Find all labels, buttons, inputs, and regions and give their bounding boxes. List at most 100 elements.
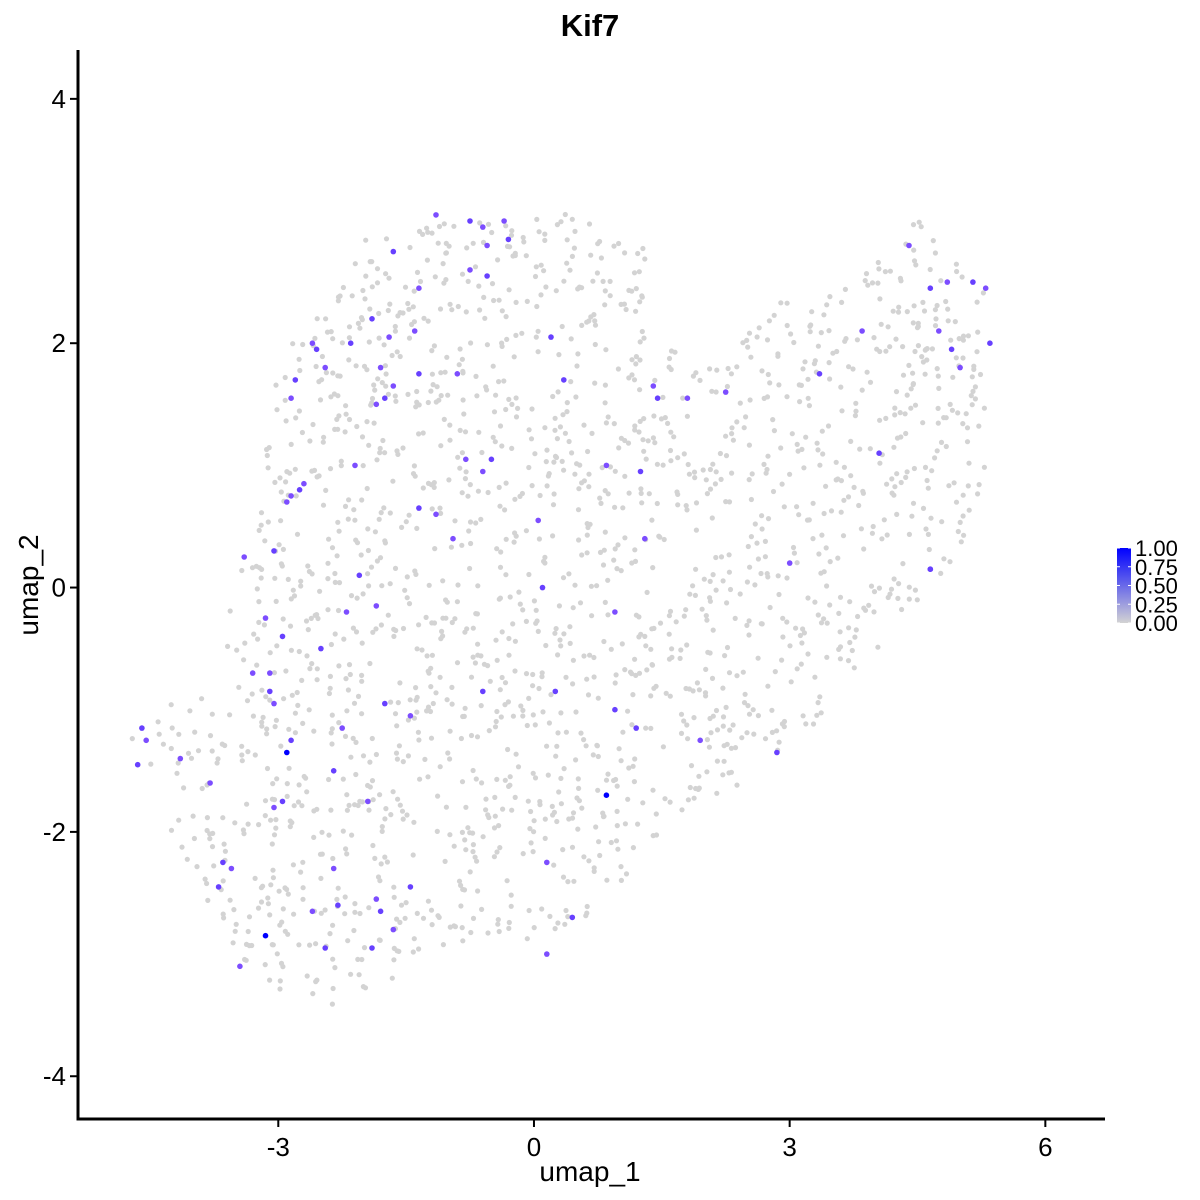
cell-point: [748, 397, 753, 402]
cell-point: [497, 485, 502, 490]
cell-point: [747, 565, 752, 570]
expressing-cell-point: [310, 340, 316, 346]
cell-point: [326, 777, 331, 782]
cell-point: [460, 779, 465, 784]
cell-point: [547, 720, 552, 725]
cell-point: [594, 583, 599, 588]
cell-point: [375, 266, 380, 271]
cell-point: [772, 313, 777, 318]
cell-point: [485, 663, 490, 668]
cell-point: [524, 619, 529, 624]
cell-point: [256, 822, 261, 827]
cell-point: [449, 307, 454, 312]
cell-point: [809, 309, 814, 314]
cell-point: [236, 685, 241, 690]
cell-point: [400, 445, 405, 450]
cell-point: [799, 447, 804, 452]
cell-point: [632, 270, 637, 275]
cell-point: [513, 639, 518, 644]
cell-point: [427, 583, 432, 588]
cell-point: [616, 445, 621, 450]
cell-point: [622, 474, 627, 479]
cell-point: [640, 246, 645, 251]
cell-point: [644, 667, 649, 672]
cell-point: [329, 329, 334, 334]
cell-point: [283, 375, 288, 380]
cell-point: [548, 692, 553, 697]
expressing-cell-point: [561, 377, 567, 383]
cell-point: [499, 341, 504, 346]
cell-point: [401, 626, 406, 631]
cell-point: [257, 528, 262, 533]
cell-point: [344, 851, 349, 856]
cell-point: [891, 445, 896, 450]
cell-point: [533, 775, 538, 780]
cell-point: [289, 648, 294, 653]
cell-point: [455, 660, 460, 665]
cell-point: [839, 408, 844, 413]
cell-point: [579, 323, 584, 328]
cell-point: [310, 991, 315, 996]
cell-point: [223, 849, 228, 854]
cell-point: [537, 799, 542, 804]
cell-point: [581, 737, 586, 742]
cell-point: [392, 895, 397, 900]
cell-point: [693, 567, 698, 572]
cell-point: [905, 469, 910, 474]
cell-point: [667, 657, 672, 662]
expressing-cell-point: [139, 725, 145, 731]
cell-point: [271, 875, 276, 880]
cell-point: [784, 394, 789, 399]
cell-point: [747, 618, 752, 623]
cell-point: [192, 836, 197, 841]
cell-point: [779, 658, 784, 663]
cell-point: [562, 922, 567, 927]
cell-point: [476, 284, 481, 289]
cell-point: [176, 732, 181, 737]
cell-point: [643, 643, 648, 648]
cell-point: [421, 430, 426, 435]
cell-point: [383, 271, 388, 276]
cell-point: [376, 874, 381, 879]
cell-point: [267, 445, 272, 450]
cell-point: [718, 451, 723, 456]
cell-point: [343, 894, 348, 899]
y-tick-label: -4: [43, 1061, 66, 1091]
cell-point: [251, 632, 256, 637]
cell-point: [641, 449, 646, 454]
cell-point: [733, 616, 738, 621]
cell-point: [585, 449, 590, 454]
cell-point: [704, 618, 709, 623]
expressing-cell-point: [301, 481, 307, 487]
cell-point: [326, 833, 331, 838]
cell-point: [697, 378, 702, 383]
cell-point: [307, 707, 312, 712]
cell-point: [268, 818, 273, 823]
cell-point: [595, 743, 600, 748]
cell-point: [650, 788, 655, 793]
cell-point: [586, 472, 591, 477]
cell-point: [978, 372, 983, 377]
cell-point: [668, 694, 673, 699]
cell-point: [584, 911, 589, 916]
cell-point: [467, 830, 472, 835]
cell-point: [524, 671, 529, 676]
cell-point: [846, 625, 851, 630]
cell-point: [263, 798, 268, 803]
cell-point: [375, 376, 380, 381]
cell-point: [870, 280, 875, 285]
cell-point: [543, 817, 548, 822]
cell-point: [749, 534, 754, 539]
cell-point: [416, 946, 421, 951]
cell-point: [325, 576, 330, 581]
cell-point: [336, 608, 341, 613]
cell-point: [204, 881, 209, 886]
cell-point: [770, 730, 775, 735]
expressing-cell-point: [391, 927, 397, 933]
cell-point: [360, 641, 365, 646]
cell-point: [553, 926, 558, 931]
cell-point: [403, 285, 408, 290]
cell-point: [585, 533, 590, 538]
expressing-cell-point: [685, 395, 691, 401]
cell-point: [776, 592, 781, 597]
